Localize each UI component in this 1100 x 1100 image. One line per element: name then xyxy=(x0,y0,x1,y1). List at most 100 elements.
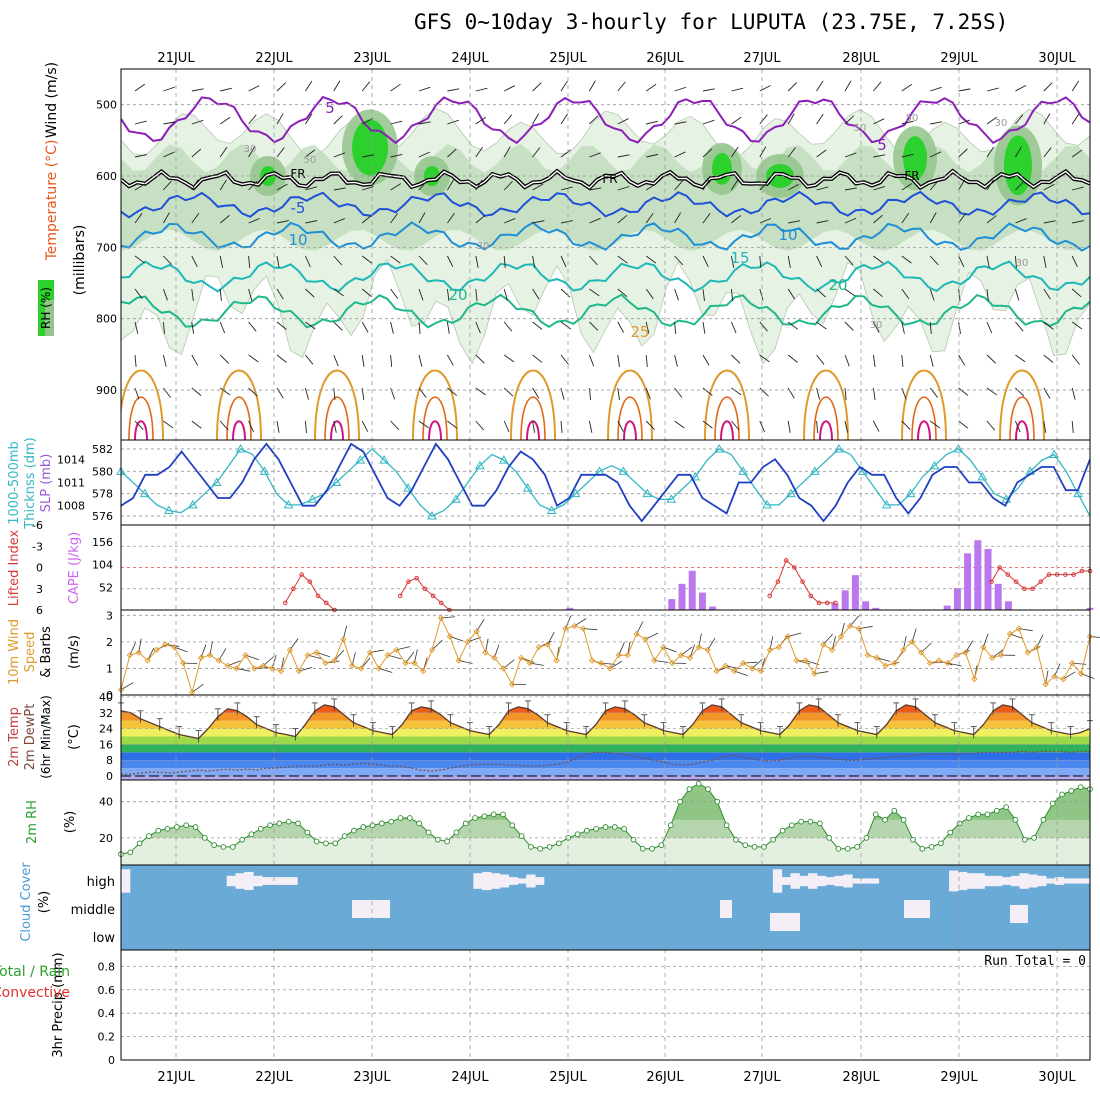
wind-barb xyxy=(134,420,144,431)
wind-barb xyxy=(1043,183,1055,191)
wind-barb xyxy=(617,354,620,367)
rh-point xyxy=(295,820,301,827)
cloud-bar xyxy=(279,877,289,885)
lifted-tick: 3 xyxy=(36,583,43,596)
wind-barb xyxy=(333,115,343,125)
cloud-bar-middle xyxy=(352,900,390,918)
wind-barb xyxy=(1014,255,1017,268)
wind-barb-10m xyxy=(609,660,623,669)
hot-contour-loop xyxy=(128,396,154,440)
wind-barb xyxy=(929,387,938,398)
lifted-index-point xyxy=(775,579,781,584)
rh-point xyxy=(910,836,916,843)
rh-point xyxy=(528,844,534,850)
lifted-index-point xyxy=(1022,586,1027,592)
wind-speed-point xyxy=(624,652,631,659)
wind-barb xyxy=(702,354,710,366)
wind-barb xyxy=(1015,114,1024,125)
wind-barb xyxy=(588,420,593,433)
wind-barb-10m xyxy=(707,637,716,651)
wind-speed-point xyxy=(677,652,685,659)
wind-barb xyxy=(787,183,799,191)
wind-barb xyxy=(674,321,677,334)
wind-barb xyxy=(503,288,508,301)
thickness-point xyxy=(546,505,557,514)
wind-barb xyxy=(418,420,429,429)
rh-contour-label: 30 xyxy=(995,118,1008,129)
wind-barb xyxy=(873,288,883,298)
wind-barb xyxy=(986,354,997,364)
rh-point xyxy=(947,829,954,836)
freezing-label: FR xyxy=(904,169,919,183)
rh-point xyxy=(733,836,739,843)
thickness-point xyxy=(331,477,342,486)
rh-point xyxy=(248,831,255,838)
temperature-contour-1 xyxy=(121,95,1090,145)
wind-barb xyxy=(1014,420,1021,433)
rh-point xyxy=(379,820,385,827)
wind-speed-point xyxy=(1033,644,1040,651)
wind-speed-point xyxy=(1015,625,1023,632)
thickness-point xyxy=(140,488,150,498)
rh-contour-label: 50 xyxy=(304,155,317,166)
temp2m-axis-label-4: (°C) xyxy=(67,724,82,750)
contour-label: 10 xyxy=(778,226,797,244)
wind-barb xyxy=(589,288,600,297)
wind-barb xyxy=(872,354,876,367)
wind-barb xyxy=(219,387,231,396)
wind-speed-point xyxy=(126,652,134,659)
wind-barb xyxy=(418,255,428,266)
wind-barb xyxy=(702,179,710,191)
cape-tick: 52 xyxy=(99,581,113,594)
wind-barb xyxy=(503,387,514,397)
warm-contour-loop xyxy=(999,369,1045,440)
cape-bar xyxy=(709,606,717,610)
cape-bar xyxy=(851,575,859,610)
wind-barb xyxy=(532,183,544,191)
rh-point xyxy=(444,838,450,845)
rh-point xyxy=(481,813,488,820)
rh-point xyxy=(351,827,357,834)
wind-barb xyxy=(560,186,573,191)
rh-contour-label: 30 xyxy=(1016,258,1029,269)
wind-barb xyxy=(958,321,961,334)
thickness-point xyxy=(642,488,653,498)
cape-tick: 104 xyxy=(92,559,113,572)
wind-speed-point xyxy=(580,625,587,632)
wind-barb xyxy=(333,354,339,367)
date-label-bottom: 23JUL xyxy=(353,1070,391,1085)
thickness-point xyxy=(786,488,796,498)
cloud-bar xyxy=(1019,873,1029,889)
wind-barb xyxy=(191,288,194,301)
wind-speed-point xyxy=(544,641,551,648)
rh-point xyxy=(602,824,609,830)
precip-tick: 0 xyxy=(108,1054,115,1067)
wind-barb xyxy=(475,215,486,224)
wind-barb xyxy=(475,146,483,158)
rh-point xyxy=(723,822,730,829)
wind-barb xyxy=(305,354,314,365)
wind-speed-point xyxy=(482,649,489,656)
lifted-index-point xyxy=(1071,572,1076,577)
wind-barb xyxy=(617,118,629,125)
temperature-tick: 8 xyxy=(106,754,113,767)
wind-speed-point xyxy=(402,659,409,667)
lifted-index-point xyxy=(1063,572,1068,577)
rh-saturated-spot xyxy=(1004,135,1032,196)
rh-point xyxy=(229,844,236,850)
wind-barb-10m xyxy=(1063,671,1076,680)
cloud-bar-middle xyxy=(720,900,732,918)
wind-barb xyxy=(986,146,995,158)
wind-barb-10m xyxy=(289,638,299,651)
cloud-bar xyxy=(226,875,237,887)
cloud-bar xyxy=(966,873,976,889)
slp-tick: 1011 xyxy=(57,477,85,490)
wind-barb xyxy=(958,255,965,267)
rh-point xyxy=(267,822,273,829)
wind-barb xyxy=(674,420,685,429)
wind-barb xyxy=(447,179,454,191)
hot-contour-loop xyxy=(714,396,740,440)
rh-point xyxy=(257,825,264,832)
wind-barb xyxy=(844,354,850,367)
